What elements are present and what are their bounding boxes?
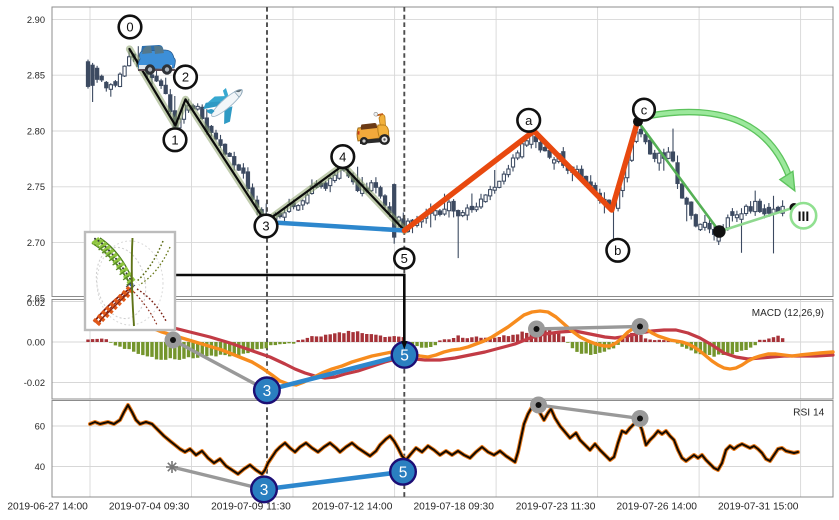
svg-text:1: 1 bbox=[171, 132, 178, 147]
svg-text:a: a bbox=[525, 113, 533, 128]
svg-text:2019-07-04 09:30: 2019-07-04 09:30 bbox=[109, 502, 190, 513]
svg-text:60: 60 bbox=[35, 421, 45, 431]
svg-text:40: 40 bbox=[35, 462, 45, 472]
svg-text:2019-07-09 11:30: 2019-07-09 11:30 bbox=[211, 502, 291, 513]
svg-text:2019-07-23 11:30: 2019-07-23 11:30 bbox=[516, 502, 596, 513]
svg-text:3: 3 bbox=[260, 482, 269, 499]
svg-text:4: 4 bbox=[339, 149, 346, 164]
svg-text:III: III bbox=[798, 208, 810, 224]
svg-text:0: 0 bbox=[126, 20, 133, 35]
svg-text:5: 5 bbox=[399, 464, 408, 481]
svg-text:2.85: 2.85 bbox=[27, 71, 45, 81]
svg-text:2.70: 2.70 bbox=[27, 238, 45, 248]
svg-text:2.90: 2.90 bbox=[27, 15, 45, 25]
svg-text:2019-07-12 14:00: 2019-07-12 14:00 bbox=[312, 502, 393, 513]
svg-text:RSI 14: RSI 14 bbox=[793, 408, 824, 419]
svg-text:-0.02: -0.02 bbox=[24, 378, 45, 388]
svg-text:c: c bbox=[641, 102, 648, 117]
svg-text:2.65: 2.65 bbox=[27, 294, 45, 304]
svg-text:3: 3 bbox=[262, 219, 269, 234]
svg-text:b: b bbox=[614, 243, 621, 258]
svg-text:5: 5 bbox=[401, 251, 408, 266]
svg-text:2019-07-26 14:00: 2019-07-26 14:00 bbox=[616, 502, 697, 513]
svg-text:2.75: 2.75 bbox=[27, 182, 45, 192]
svg-text:MACD (12,26,9): MACD (12,26,9) bbox=[752, 308, 824, 319]
svg-text:2019-07-31 15:00: 2019-07-31 15:00 bbox=[718, 502, 799, 513]
svg-text:5: 5 bbox=[400, 347, 409, 364]
svg-text:3: 3 bbox=[263, 383, 272, 400]
svg-text:2: 2 bbox=[182, 70, 189, 85]
svg-text:2.80: 2.80 bbox=[27, 126, 45, 136]
svg-text:2019-07-18 09:30: 2019-07-18 09:30 bbox=[413, 502, 494, 513]
svg-text:0.00: 0.00 bbox=[27, 337, 45, 347]
svg-text:2019-06-27 14:00: 2019-06-27 14:00 bbox=[7, 502, 88, 513]
svg-text:0.02: 0.02 bbox=[27, 298, 45, 308]
